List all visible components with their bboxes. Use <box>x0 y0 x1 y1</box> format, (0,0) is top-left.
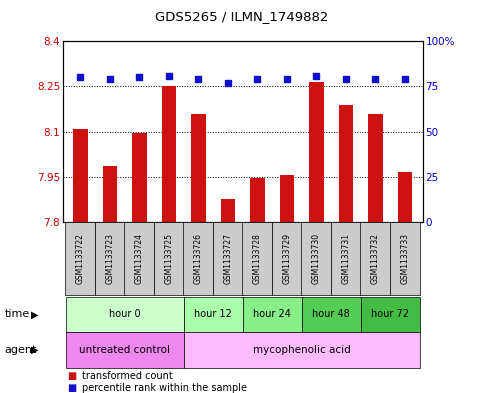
Text: GSM1133732: GSM1133732 <box>371 233 380 284</box>
Text: untreated control: untreated control <box>79 345 170 355</box>
Text: percentile rank within the sample: percentile rank within the sample <box>82 383 247 393</box>
Point <box>254 76 261 83</box>
Text: GSM1133731: GSM1133731 <box>341 233 351 284</box>
Text: GSM1133727: GSM1133727 <box>224 233 232 284</box>
Bar <box>309 82 324 222</box>
Bar <box>339 105 353 222</box>
Text: ▶: ▶ <box>31 345 39 355</box>
Bar <box>250 178 265 222</box>
Bar <box>102 166 117 222</box>
Text: GSM1133723: GSM1133723 <box>105 233 114 284</box>
Point <box>401 76 409 83</box>
Bar <box>73 129 88 222</box>
Point <box>371 76 379 83</box>
Text: GSM1133728: GSM1133728 <box>253 233 262 284</box>
Text: mycophenolic acid: mycophenolic acid <box>253 345 351 355</box>
Point <box>77 74 85 81</box>
Point <box>224 80 232 86</box>
Text: hour 72: hour 72 <box>371 309 409 320</box>
Point <box>342 76 350 83</box>
Bar <box>191 114 206 222</box>
Text: agent: agent <box>5 345 37 355</box>
Point <box>313 72 320 79</box>
Text: GSM1133726: GSM1133726 <box>194 233 203 284</box>
Bar <box>398 173 412 222</box>
Point <box>283 76 291 83</box>
Point <box>195 76 202 83</box>
Bar <box>280 175 294 222</box>
Text: GSM1133733: GSM1133733 <box>400 233 410 284</box>
Text: hour 0: hour 0 <box>109 309 141 320</box>
Text: GSM1133725: GSM1133725 <box>165 233 173 284</box>
Text: GSM1133730: GSM1133730 <box>312 233 321 284</box>
Text: GSM1133722: GSM1133722 <box>76 233 85 284</box>
Text: hour 48: hour 48 <box>313 309 350 320</box>
Point <box>106 76 114 83</box>
Point <box>136 74 143 81</box>
Text: ■: ■ <box>68 383 77 393</box>
Text: ■: ■ <box>68 371 77 382</box>
Text: time: time <box>5 309 30 320</box>
Text: hour 12: hour 12 <box>194 309 232 320</box>
Text: GSM1133729: GSM1133729 <box>283 233 291 284</box>
Text: GDS5265 / ILMN_1749882: GDS5265 / ILMN_1749882 <box>155 10 328 23</box>
Bar <box>221 200 235 222</box>
Text: ▶: ▶ <box>31 309 39 320</box>
Text: GSM1133724: GSM1133724 <box>135 233 144 284</box>
Bar <box>162 86 176 222</box>
Point <box>165 72 173 79</box>
Bar <box>132 133 147 222</box>
Bar <box>368 114 383 222</box>
Text: hour 24: hour 24 <box>253 309 291 320</box>
Text: transformed count: transformed count <box>82 371 173 382</box>
